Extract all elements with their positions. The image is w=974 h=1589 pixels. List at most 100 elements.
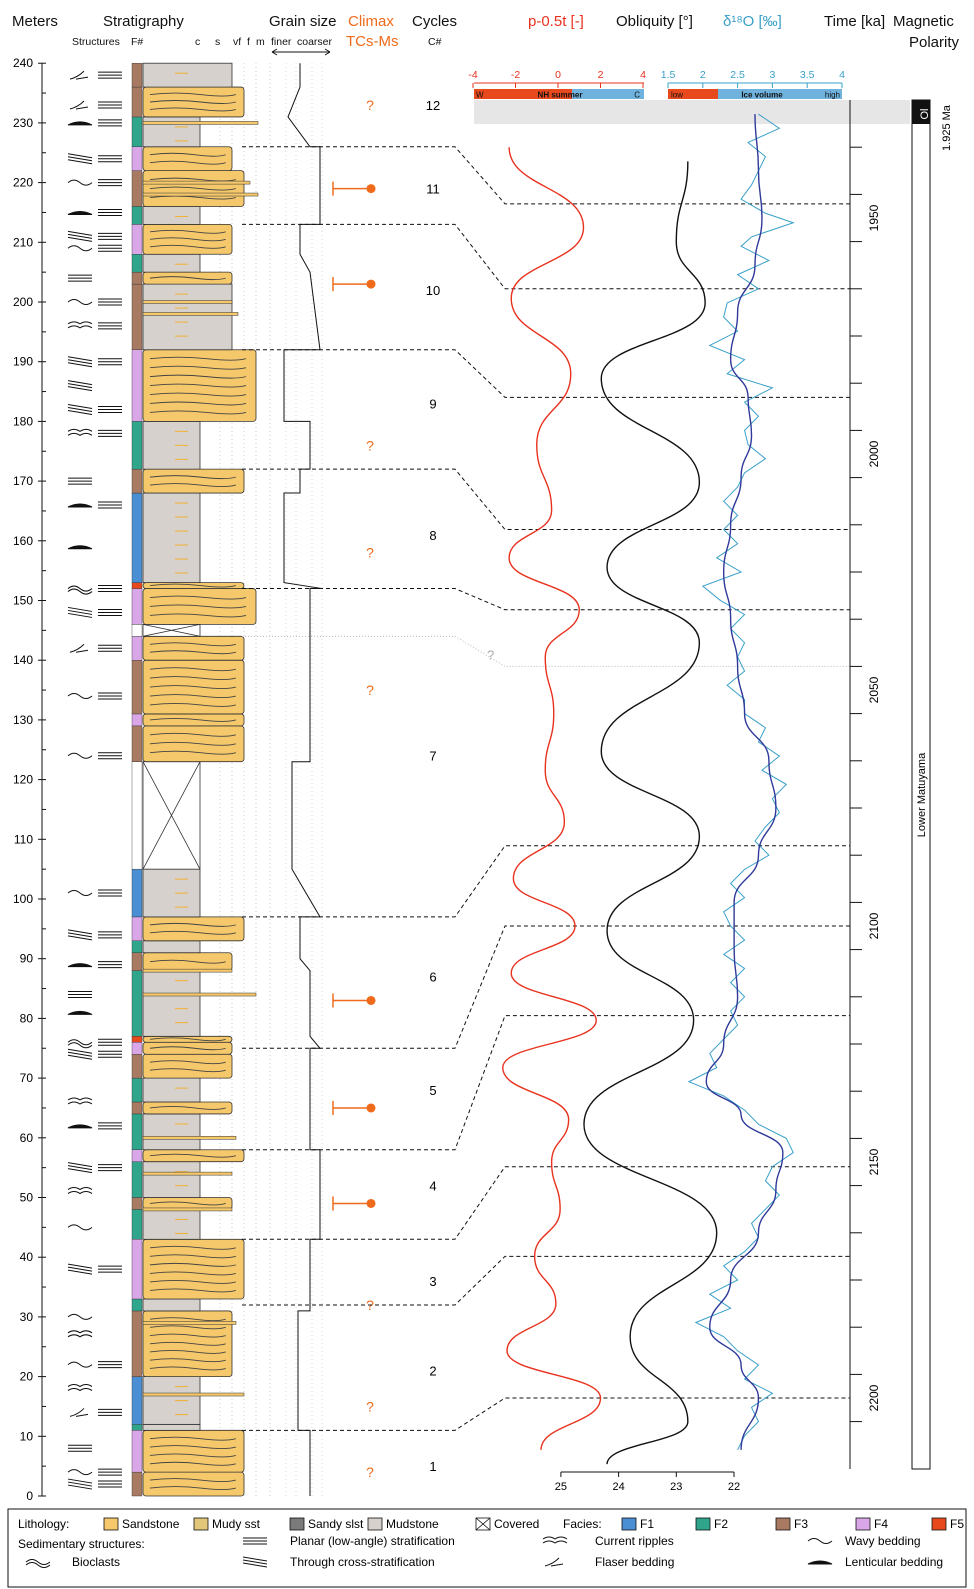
planar-symbol <box>68 991 92 999</box>
lenticular-symbol <box>67 1124 93 1129</box>
structure-legend-text: Wavy bedding <box>845 1534 921 1548</box>
structure-legend-text: Planar (low-angle) stratification <box>290 1534 455 1548</box>
thin-sand-bed <box>142 300 233 304</box>
magnetic-header: Magnetic <box>893 13 954 30</box>
planar-symbol <box>98 692 122 700</box>
depth-tick-label: 100 <box>13 892 33 906</box>
depth-tick-label: 90 <box>20 952 34 966</box>
polarity-header: Polarity <box>909 34 960 51</box>
grain-size-header: Grain size <box>269 13 337 30</box>
depth-tick-label: 200 <box>13 295 33 309</box>
climax-unknown: ? <box>366 97 374 113</box>
facies-legend-item: F2 <box>695 1517 728 1531</box>
strat-bed <box>131 1298 201 1312</box>
strat-bed <box>131 146 233 172</box>
wavy-symbol <box>67 752 93 759</box>
depth-axis: 0 10 20 30 40 50 60 70 80 90 100 110 120 130 140 150 160… <box>13 56 46 1503</box>
planar-symbol <box>98 1265 122 1273</box>
wavy-symbol <box>807 1538 833 1544</box>
climax-unknown: ? <box>366 437 374 453</box>
d18o-tick-label: 4 <box>839 69 845 81</box>
olduvai-band <box>474 100 910 124</box>
wavy-symbol <box>67 693 93 700</box>
thin-sand-bed <box>142 1171 233 1176</box>
cross-symbol <box>67 153 93 165</box>
wavy-symbol <box>67 245 93 252</box>
wavy-symbol <box>67 890 93 897</box>
planar-symbol <box>68 1444 92 1452</box>
depth-tick-label: 130 <box>13 713 33 727</box>
lenticular-symbol <box>67 210 93 215</box>
cross-symbol <box>67 1162 93 1174</box>
event-label: Ol <box>919 109 931 120</box>
depth-tick-label: 140 <box>13 653 33 667</box>
tcs-ms-header: TCs-Ms <box>346 33 399 50</box>
precession-tick-label: 4 <box>640 69 646 81</box>
d18o-tick-label: 1.5 <box>661 69 676 81</box>
strat-bed <box>131 623 201 637</box>
planar-symbol <box>98 889 122 897</box>
planar-symbol <box>98 155 122 163</box>
depth-tick-label: 110 <box>14 832 33 846</box>
cycle-boundary <box>242 223 850 290</box>
obliquity-tick-label: 22 <box>728 1481 740 1493</box>
d18o-tick-label: 2 <box>700 69 706 81</box>
cycle-boundary <box>242 146 850 205</box>
magnetic-polarity: Ol 1.925 Ma Lower Matuyama <box>911 99 953 1470</box>
structure-legend-item: Through cross-stratification <box>242 1555 435 1569</box>
meters-header: Meters <box>12 13 58 30</box>
thin-sand-bed <box>142 1392 245 1397</box>
depth-tick-label: 120 <box>13 773 33 787</box>
strat-bed <box>131 1041 233 1055</box>
climax-unknown: ? <box>366 1464 374 1480</box>
depth-tick-label: 150 <box>13 594 33 608</box>
strat-bed <box>131 1209 201 1240</box>
obliquity-axis: 25 24 23 22 <box>555 1471 740 1493</box>
lenticular-symbol <box>67 121 93 126</box>
planar-symbol <box>98 961 122 969</box>
time-tick-label: 2100 <box>867 912 881 939</box>
planar-symbol <box>98 1038 122 1046</box>
lenticular-symbol <box>67 963 93 968</box>
precession-bar-mid: NH summer <box>538 91 583 100</box>
thin-sand-bed <box>142 121 259 125</box>
structures-legend-label: Sedimentary structures: <box>18 1537 145 1551</box>
facies-legend-text: F3 <box>794 1517 808 1531</box>
climax-marker <box>332 993 376 1008</box>
cross-symbol <box>67 403 93 415</box>
lithology-legend-text: Sandy slst <box>308 1517 364 1531</box>
d18o-bar-right: high <box>825 91 840 100</box>
depth-tick-label: 70 <box>20 1071 34 1085</box>
planar-symbol <box>98 644 122 652</box>
grain-s-label: s <box>215 36 220 48</box>
time-tick-label: 2000 <box>867 440 881 467</box>
cycle-label: 11 <box>426 182 440 197</box>
cycle-label: 4 <box>429 1179 436 1194</box>
strat-bed <box>131 1238 245 1300</box>
strat-bed <box>131 1035 233 1043</box>
lithology-legend-text: Mudstone <box>386 1517 439 1531</box>
d18o-smooth-curve <box>705 114 784 1450</box>
structure-legend-text: Lenticular bedding <box>845 1555 943 1569</box>
time-header: Time [ka] <box>824 13 885 30</box>
cycle-boundary <box>242 1166 850 1240</box>
ripple-symbol <box>67 321 93 329</box>
bioclast-symbol <box>25 1559 51 1568</box>
structure-legend-text: Bioclasts <box>72 1555 120 1569</box>
cross-symbol <box>67 1048 93 1060</box>
planar-symbol <box>98 244 122 252</box>
thin-sand-bed <box>142 1321 237 1325</box>
precession-header: p-0.5t [-] <box>528 13 584 30</box>
flaser-symbol <box>69 1408 89 1417</box>
structure-legend-text: Flaser bedding <box>595 1555 674 1569</box>
lenticular-symbol <box>67 545 93 550</box>
climax-marker <box>332 1196 376 1211</box>
climax-unknown: ? <box>366 545 374 561</box>
time-axis: 1950 2000 2050 2100 2150 2200 <box>849 100 881 1469</box>
ripple-symbol <box>542 1536 568 1544</box>
cross-symbol <box>67 230 93 242</box>
cycle-label: 5 <box>429 1083 436 1098</box>
strat-bed <box>131 1310 233 1378</box>
precession-scale: -4 -2 0 2 4 W NH summer C <box>468 69 646 100</box>
